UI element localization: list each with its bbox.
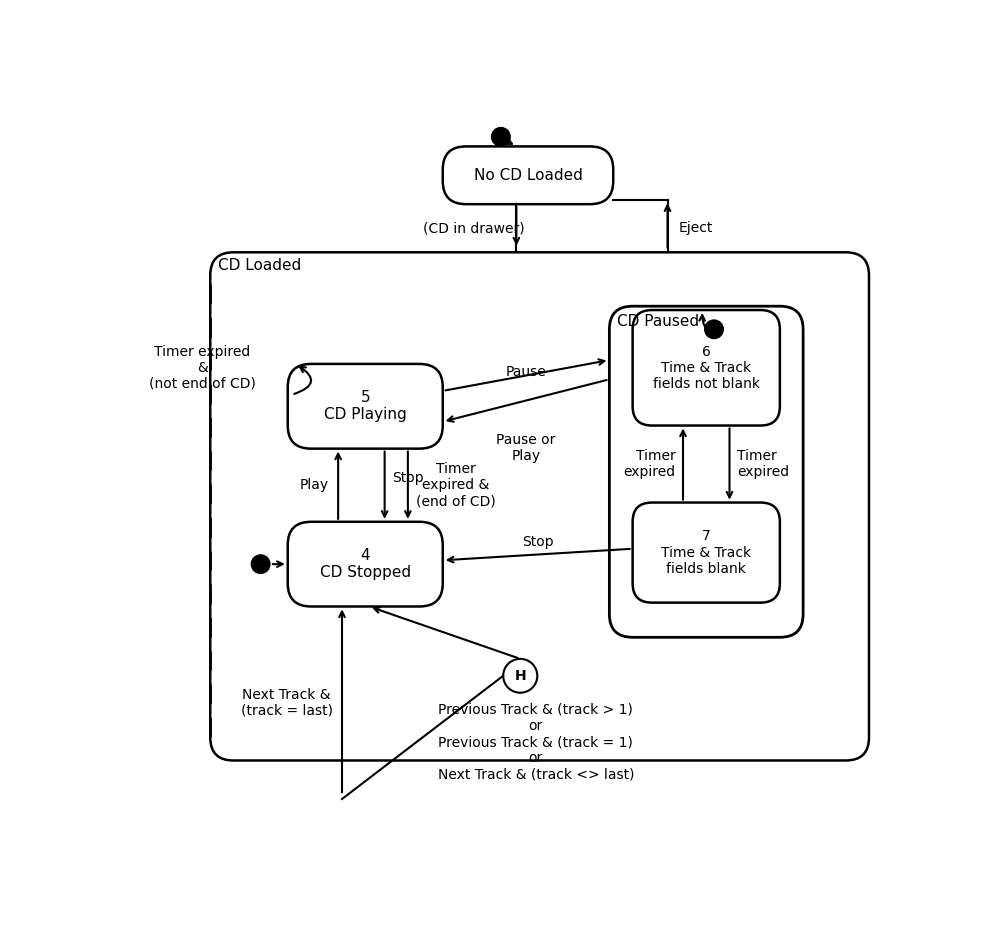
Circle shape [492, 128, 510, 146]
Text: Next Track &
(track = last): Next Track & (track = last) [241, 688, 333, 718]
Circle shape [705, 320, 723, 339]
Text: Stop: Stop [392, 470, 424, 485]
Circle shape [251, 555, 270, 573]
Text: Pause or
Play: Pause or Play [496, 433, 556, 463]
Text: Stop: Stop [522, 534, 554, 549]
Text: CD Paused: CD Paused [617, 314, 699, 329]
Text: No CD Loaded: No CD Loaded [474, 167, 582, 183]
Text: H: H [514, 669, 526, 683]
Text: Timer
expired: Timer expired [623, 449, 675, 479]
FancyBboxPatch shape [288, 364, 443, 449]
Text: Timer expired
&
(not end of CD): Timer expired & (not end of CD) [149, 344, 256, 391]
Text: Previous Track & (track > 1)
or
Previous Track & (track = 1)
or
Next Track & (tr: Previous Track & (track > 1) or Previous… [438, 703, 634, 782]
FancyBboxPatch shape [288, 522, 443, 607]
Text: CD Loaded: CD Loaded [218, 259, 301, 274]
Text: Play: Play [300, 478, 329, 492]
FancyBboxPatch shape [633, 310, 780, 425]
FancyBboxPatch shape [633, 502, 780, 602]
Text: 7
Time & Track
fields blank: 7 Time & Track fields blank [661, 530, 751, 576]
Text: 4
CD Stopped: 4 CD Stopped [320, 548, 411, 581]
Text: Timer
expired &
(end of CD): Timer expired & (end of CD) [416, 462, 495, 508]
Text: 5
CD Playing: 5 CD Playing [324, 391, 407, 423]
FancyBboxPatch shape [609, 306, 803, 637]
Text: Pause: Pause [506, 365, 546, 379]
Text: Eject: Eject [679, 221, 714, 235]
Text: Timer
expired: Timer expired [737, 449, 789, 479]
FancyBboxPatch shape [443, 147, 613, 204]
FancyBboxPatch shape [210, 252, 869, 760]
Text: (CD in drawer): (CD in drawer) [423, 221, 525, 235]
Text: 6
Time & Track
fields not blank: 6 Time & Track fields not blank [653, 344, 760, 391]
